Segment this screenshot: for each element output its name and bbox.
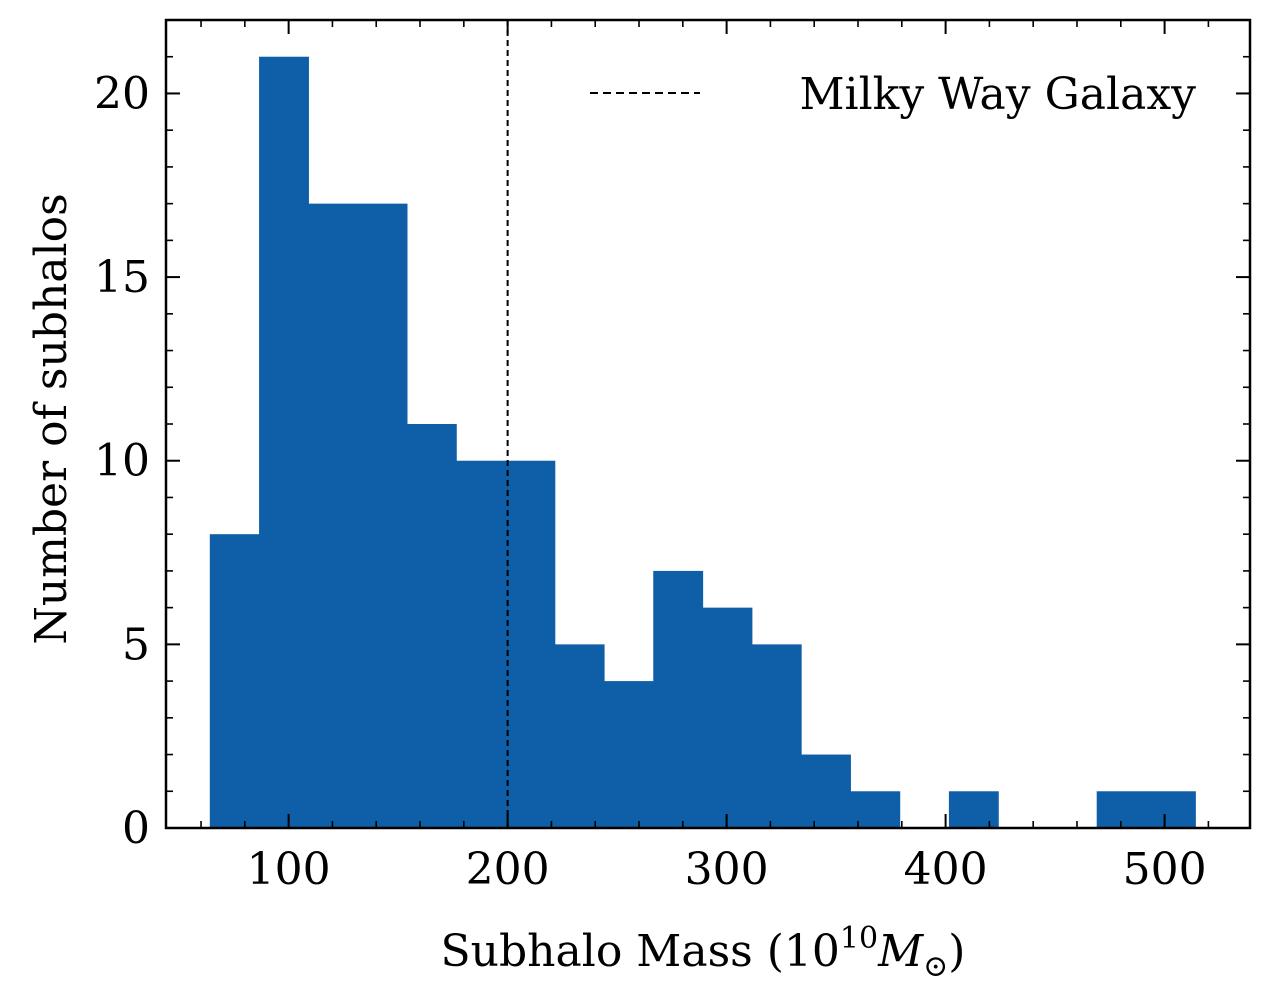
histogram-bar <box>554 644 605 828</box>
histogram-bar <box>702 607 753 828</box>
legend-label: Milky Way Galaxy <box>799 69 1196 120</box>
bars-layer <box>209 56 1196 829</box>
plot-frame <box>164 18 1252 830</box>
y-tick-label: 10 <box>94 436 150 487</box>
histogram-bar <box>456 460 507 828</box>
x-axis-label-symbol: M <box>877 926 924 977</box>
histogram-bar <box>308 203 359 829</box>
histogram-bar <box>357 203 408 829</box>
legend: Milky Way Galaxy <box>590 69 1196 120</box>
histogram-bar <box>603 681 654 828</box>
histogram-bar <box>406 424 457 828</box>
ticks-layer <box>166 19 1250 829</box>
tick-labels-layer: 100 200 300 400 500 0 5 10 15 20 <box>94 68 1207 895</box>
y-tick-label: 20 <box>94 68 150 119</box>
histogram-bar <box>801 754 851 828</box>
x-tick-label: 200 <box>466 844 550 895</box>
x-tick-label: 500 <box>1123 844 1207 895</box>
histogram-bar <box>505 460 556 828</box>
histogram-bar <box>653 570 704 828</box>
histogram-bar <box>1145 791 1196 828</box>
y-tick-label: 5 <box>122 619 150 670</box>
x-axis-label-close: ) <box>948 926 965 977</box>
histogram-bar <box>209 534 260 828</box>
x-axis-label: Subhalo Mass (1010M⊙) <box>441 921 966 984</box>
y-tick-label: 0 <box>122 803 150 854</box>
histogram-bar <box>948 791 999 828</box>
y-tick-label: 15 <box>94 252 150 303</box>
x-axis-label-exponent: 10 <box>840 921 878 956</box>
y-axis-label: Number of subhalos <box>26 193 77 644</box>
x-tick-label: 100 <box>247 844 331 895</box>
x-tick-label: 400 <box>904 844 988 895</box>
x-axis-label-power-base: 10 <box>784 926 840 977</box>
x-tick-label: 300 <box>685 844 769 895</box>
histogram-bar <box>259 56 309 828</box>
x-axis-label-subscript: ⊙ <box>923 949 948 984</box>
x-axis-label-text: Subhalo Mass ( <box>441 926 784 977</box>
histogram-bar <box>1096 791 1147 828</box>
histogram-bar <box>751 644 802 828</box>
